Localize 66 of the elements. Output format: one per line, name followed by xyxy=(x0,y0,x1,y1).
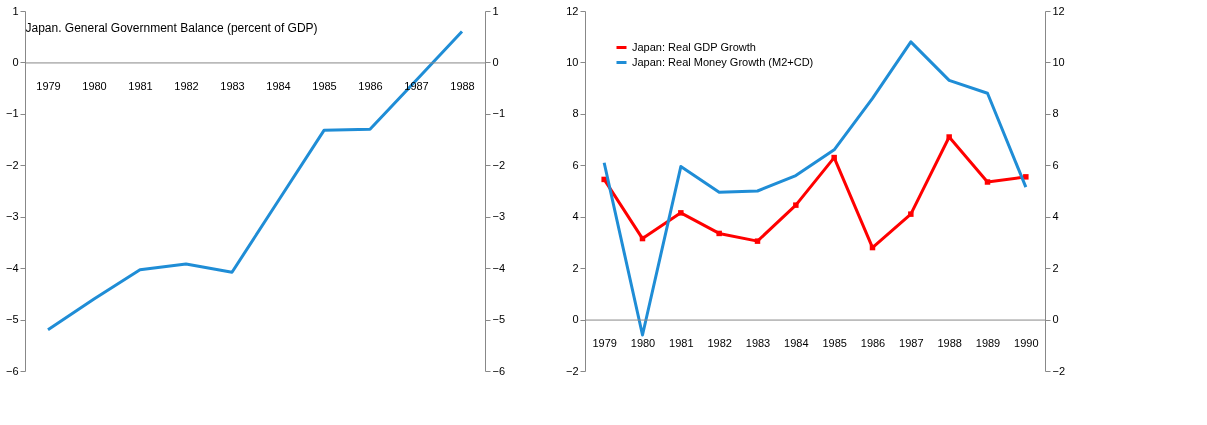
y-tick-label: 4 xyxy=(572,210,579,223)
x-tick-label: 1983 xyxy=(220,79,245,92)
point xyxy=(946,134,952,140)
point xyxy=(1023,174,1029,180)
y-tick-label: −5 xyxy=(5,313,19,326)
x-tick-label: 1985 xyxy=(822,337,847,350)
point xyxy=(831,154,837,161)
y-tick-label: −3 xyxy=(5,210,19,223)
x-tick-label: 1984 xyxy=(266,79,291,92)
point xyxy=(716,230,722,237)
x-tick-label: 1987 xyxy=(899,337,924,350)
y2-tick-label: 6 xyxy=(1052,158,1059,171)
x-tick-label: 1983 xyxy=(745,337,771,350)
y-tick-label: −6 xyxy=(5,364,19,377)
y-tick-label: −1 xyxy=(5,107,19,120)
y-tick-label: 0 xyxy=(572,313,579,326)
y2-tick-label: −6 xyxy=(492,364,506,377)
y2-tick-label: 0 xyxy=(1052,313,1059,326)
line-series xyxy=(602,40,1028,337)
y-tick-label: 2 xyxy=(572,261,579,274)
y2-tick-label: −3 xyxy=(492,210,506,223)
y2-tick-label: 1 xyxy=(492,4,499,17)
y-tick-label: 10 xyxy=(566,55,579,68)
x-tick-label: 1982 xyxy=(707,337,732,350)
y-tick-label: 0 xyxy=(12,55,19,68)
y-tick-label: −2 xyxy=(565,364,579,377)
x-tick-label: 1986 xyxy=(860,337,886,350)
x-tick-label: 1984 xyxy=(784,337,809,350)
y2-tick-label: −2 xyxy=(1052,364,1066,377)
x-tick-label: 1988 xyxy=(450,79,475,92)
x-tick-label: 1986 xyxy=(358,79,383,92)
y-tick-label: −2 xyxy=(5,158,19,171)
x-tick-label: 1985 xyxy=(312,79,337,92)
y2-tick-label: 0 xyxy=(492,55,499,68)
y2-tick-label: 2 xyxy=(1052,261,1059,274)
x-tick-label: 1988 xyxy=(937,337,962,350)
x-tick-label: 1989 xyxy=(975,337,1001,350)
point xyxy=(793,202,799,208)
y2-tick-label: −2 xyxy=(492,158,506,171)
x-tick-label: 1981 xyxy=(669,337,694,350)
point xyxy=(984,179,991,185)
y2-tick-label: −4 xyxy=(492,261,506,274)
y2-tick-label: −5 xyxy=(492,313,506,326)
point xyxy=(908,211,914,217)
y-tick-label: 1 xyxy=(12,4,19,17)
legend-label: Japan: Real Money Growth (M2+CD) xyxy=(632,55,814,68)
y-tick-label: −4 xyxy=(5,261,19,274)
y2-tick-label: 12 xyxy=(1052,4,1065,17)
x-tick-label: 1990 xyxy=(1014,337,1039,350)
text: Japan. General Government Balance (percent of GDP) xyxy=(25,21,318,35)
point xyxy=(678,210,684,216)
x-tick-label: 1980 xyxy=(630,337,656,350)
y-tick-label: 8 xyxy=(572,107,579,120)
x-tick-label: 1982 xyxy=(174,79,199,92)
x-tick-label: 1979 xyxy=(36,79,61,92)
y-tick-label: 12 xyxy=(566,4,579,17)
y-tick-label: 6 xyxy=(572,158,579,171)
x-tick-label: 1981 xyxy=(128,79,153,92)
x-tick-label: 1980 xyxy=(82,79,107,92)
y2-tick-label: 4 xyxy=(1052,210,1059,223)
y2-tick-label: −1 xyxy=(492,107,506,120)
point xyxy=(754,238,761,244)
y2-tick-label: 10 xyxy=(1052,55,1065,68)
x-tick-label: 1979 xyxy=(592,337,617,350)
legend-label: Japan: Real GDP Growth xyxy=(632,40,756,53)
y2-tick-label: 8 xyxy=(1052,107,1059,120)
